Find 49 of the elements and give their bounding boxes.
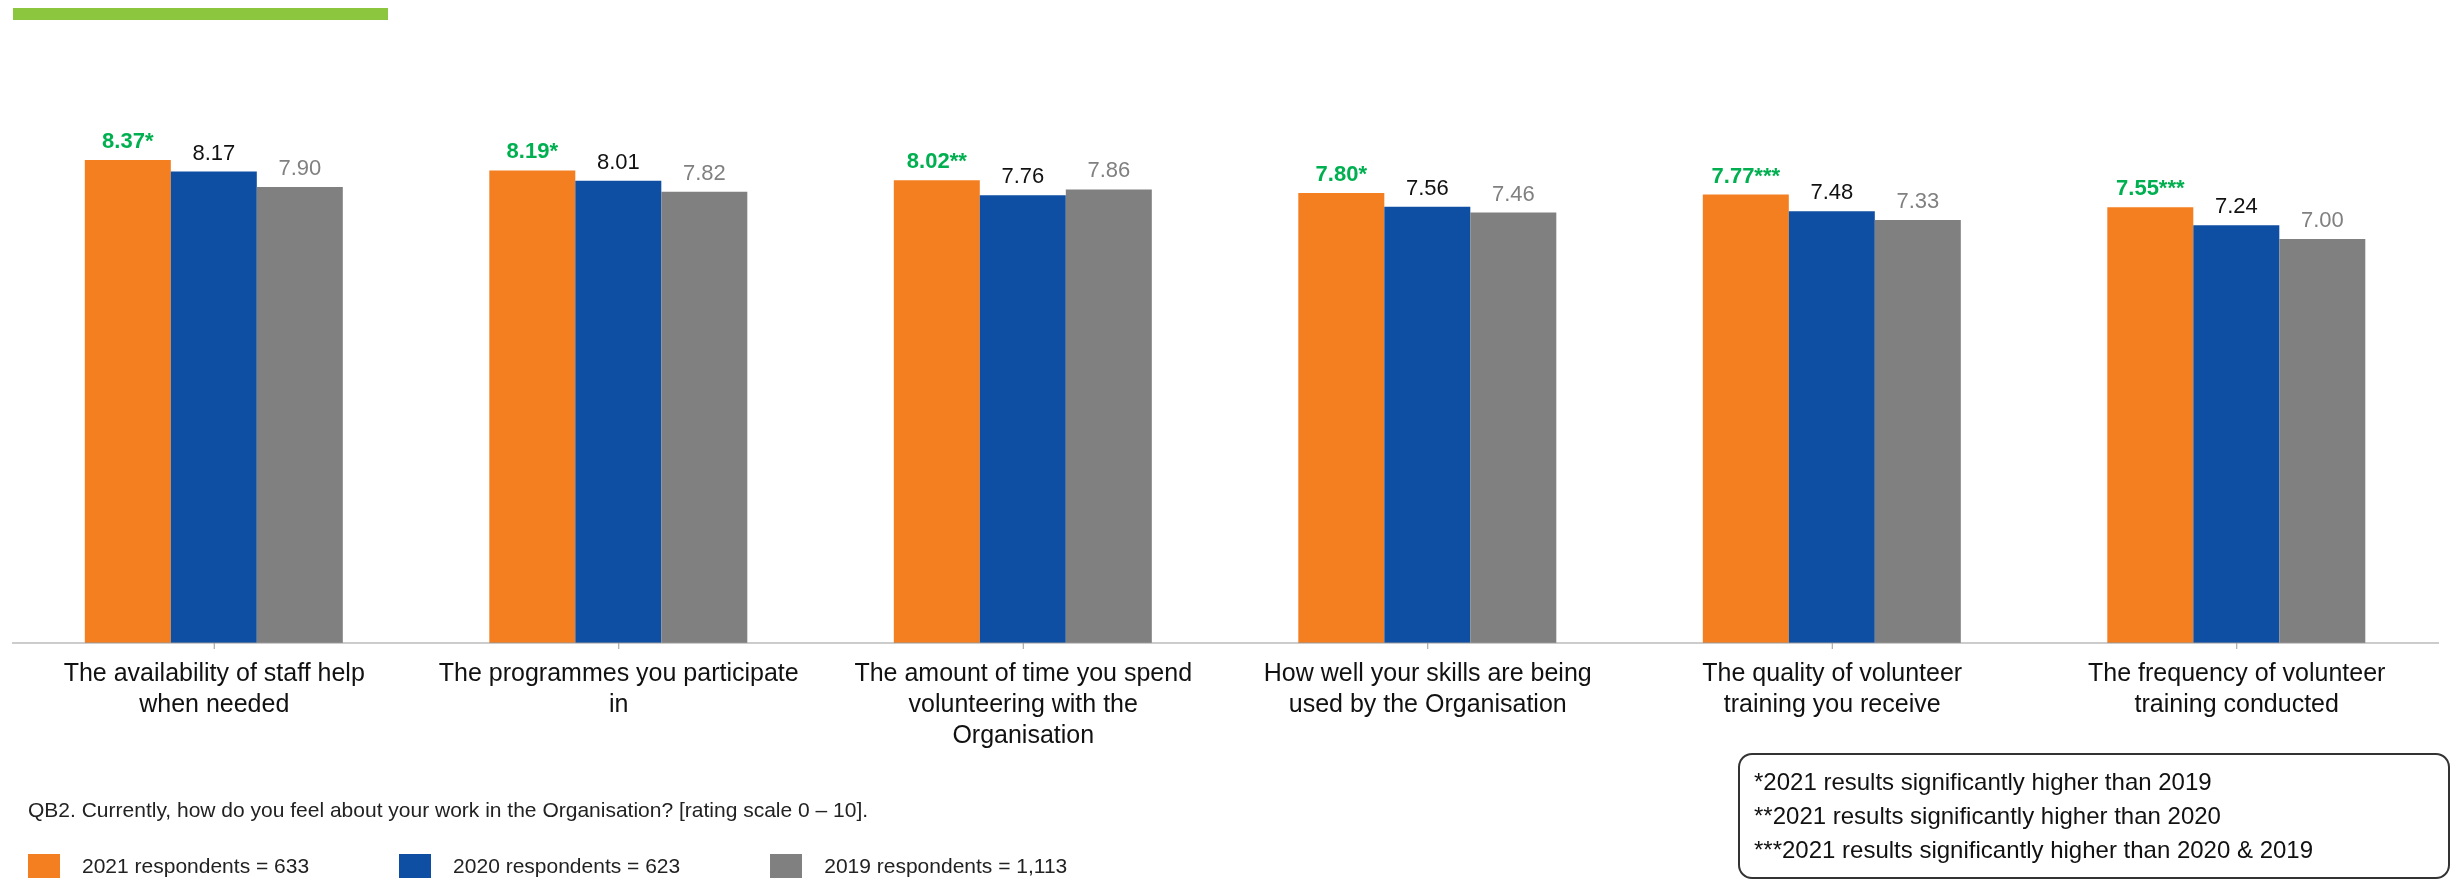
data-label: 7.55*** <box>2116 175 2185 201</box>
data-label: 7.46 <box>1491 180 1535 206</box>
bar <box>2279 239 2366 643</box>
bar <box>84 160 171 643</box>
x-tick-label: The programmes you participate in <box>438 658 799 717</box>
data-label: 7.80* <box>1315 160 1368 186</box>
x-tick-label: How well your skills are being used by the Organisation <box>1263 658 1592 717</box>
bar <box>2193 225 2280 643</box>
bar <box>1874 220 1961 643</box>
data-label: 7.77*** <box>1711 162 1781 188</box>
text: **2021 results significantly higher than 2020 <box>1754 801 2222 831</box>
bar <box>1702 194 1789 643</box>
text: *2021 results significantly higher than 2019 <box>1754 767 2213 797</box>
data-label: 7.82 <box>682 159 726 185</box>
text: ***2021 results significantly higher than 2020 & 2019 <box>1754 835 2315 865</box>
bar <box>256 187 343 643</box>
data-label: 8.37* <box>102 128 154 153</box>
x-tick-label: The quality of volunteer training you receive <box>1702 658 1963 717</box>
text: QB2. Currently, how do you feel about your work in the Organisation? [rating scale 0 – 10]. <box>28 798 869 822</box>
bar <box>1065 189 1152 643</box>
data-label: 7.24 <box>2214 193 2258 219</box>
bar <box>1298 192 1385 643</box>
data-label: 7.90 <box>278 155 322 181</box>
legend-label: 2020 respondents = 623 <box>453 854 681 878</box>
data-label: 7.76 <box>1001 163 1045 189</box>
data-label: 8.17 <box>192 139 236 165</box>
bar <box>489 170 576 643</box>
bar <box>575 180 662 643</box>
bar <box>893 180 980 643</box>
x-tick-label: The amount of time you spend volunteering with the Organisation <box>854 658 1193 748</box>
x-tick-label: The frequency of volunteer training conducted <box>2088 658 2386 717</box>
data-label: 8.02** <box>906 148 968 174</box>
bar <box>661 191 748 643</box>
bar <box>1384 206 1471 643</box>
legend-label: 2021 respondents = 633 <box>82 854 310 878</box>
data-label: 7.33 <box>1896 188 1940 214</box>
bar <box>1470 212 1557 643</box>
legend-label: 2019 respondents = 1,113 <box>824 854 1068 878</box>
data-label: 8.01 <box>596 148 640 174</box>
data-label: 8.19* <box>506 138 559 164</box>
data-label: 7.86 <box>1087 157 1131 183</box>
data-label: 7.00 <box>2300 207 2344 233</box>
bar <box>2107 207 2194 643</box>
x-tick-label: The availability of staff help when needed <box>63 658 365 717</box>
data-label: 7.56 <box>1405 174 1449 200</box>
bar <box>979 195 1066 643</box>
data-label: 7.48 <box>1810 179 1854 205</box>
bar <box>170 171 257 643</box>
bar <box>1788 211 1875 643</box>
